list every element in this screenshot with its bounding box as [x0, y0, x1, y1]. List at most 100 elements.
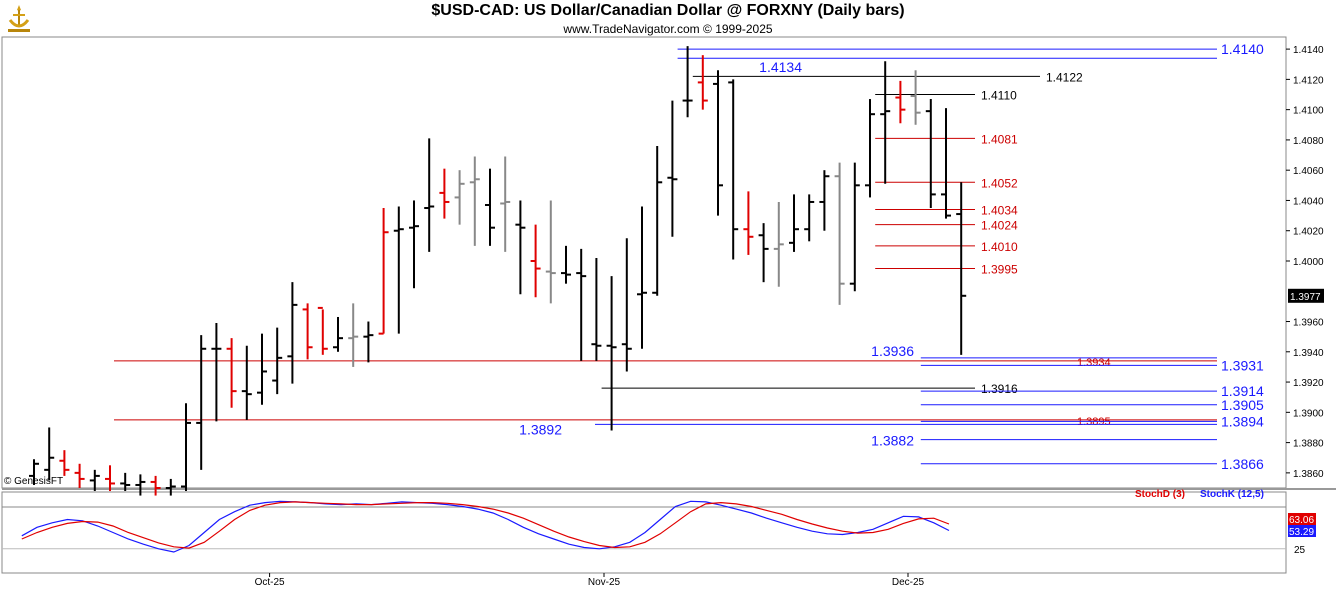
- trade-navigator-logo-icon: [4, 2, 34, 34]
- level-label: 1.4110: [981, 89, 1017, 103]
- level-label: 1.3892: [519, 421, 562, 437]
- ohlc-bar: [865, 99, 875, 198]
- last-price-tag: [1288, 288, 1324, 303]
- ohlc-bar: [378, 208, 389, 335]
- legend-stochd: StochD (3): [1135, 489, 1185, 500]
- level-label: 1.3905: [1221, 397, 1264, 413]
- stoch-line: [21, 501, 950, 549]
- level-label: 1.3894: [1221, 413, 1264, 429]
- ohlc-bars: [29, 46, 967, 496]
- ohlc-bar: [956, 182, 967, 355]
- level-label: 1.3882: [871, 433, 914, 449]
- ohlc-bar: [758, 223, 769, 283]
- ohlc-bar: [469, 156, 480, 246]
- ohlc-bar: [135, 474, 146, 496]
- level-label: 1.4034: [981, 204, 1018, 218]
- ohlc-bar: [880, 61, 891, 184]
- watermark: © GenesisFT: [4, 476, 63, 487]
- y-tick-label: 1.3880: [1293, 439, 1324, 450]
- ohlc-bar: [181, 403, 191, 492]
- ohlc-bar: [500, 156, 511, 252]
- ohlc-bar: [257, 333, 267, 405]
- ohlc-bar: [241, 345, 252, 420]
- chart-subtitle: www.TradeNavigator.com © 1999-2025: [563, 22, 773, 36]
- stoch-value-label: 53.29: [1289, 527, 1314, 538]
- ohlc-bar: [637, 206, 647, 349]
- ohlc-bar: [165, 478, 176, 496]
- level-label: 1.3934: [1077, 357, 1111, 369]
- ohlc-bar: [150, 475, 161, 496]
- ohlc-bar: [606, 276, 617, 431]
- stoch-line: [21, 500, 950, 553]
- ohlc-bar: [44, 427, 55, 481]
- ohlc-bar: [348, 303, 359, 367]
- ohlc-bar: [834, 162, 845, 305]
- last-price-label: 1.3977: [1290, 292, 1321, 303]
- level-label: 1.4024: [981, 219, 1018, 233]
- chart-header: $USD-CAD: US Dollar/Canadian Dollar @ FO…: [0, 0, 1336, 37]
- stoch-tick-label: 25: [1294, 545, 1306, 556]
- y-tick-label: 1.4120: [1293, 75, 1324, 86]
- level-label: 1.4134: [759, 59, 802, 75]
- level-label: 1.4122: [1046, 70, 1083, 84]
- ohlc-bar: [697, 55, 708, 110]
- ohlc-bar: [226, 338, 237, 408]
- level-label: 1.4140: [1221, 41, 1264, 57]
- ohlc-bar: [89, 469, 100, 492]
- y-tick-label: 1.3940: [1293, 348, 1324, 359]
- level-label: 1.3936: [871, 343, 914, 359]
- ohlc-bar: [621, 238, 632, 372]
- ohlc-bar: [743, 191, 754, 255]
- y-tick-label: 1.4080: [1293, 136, 1324, 147]
- ohlc-bar: [409, 200, 419, 289]
- level-label: 1.4081: [981, 132, 1018, 146]
- ohlc-bar: [925, 99, 936, 209]
- ohlc-bar: [667, 100, 678, 237]
- y-tick-label: 1.4000: [1293, 257, 1324, 268]
- ohlc-bar: [545, 200, 556, 304]
- y-tick-label: 1.4060: [1293, 166, 1324, 177]
- ohlc-bar: [74, 463, 85, 488]
- level-label: 1.4010: [981, 240, 1018, 254]
- ohlc-bar: [211, 323, 222, 422]
- level-label: 1.4052: [981, 176, 1018, 190]
- level-label: 1.3995: [981, 263, 1018, 277]
- ohlc-bar: [317, 306, 328, 355]
- ohlc-bar: [773, 201, 784, 287]
- y-tick-label: 1.4040: [1293, 196, 1324, 207]
- date-axis: Oct-25 Nov-25 Dec-25: [255, 573, 925, 588]
- ohlc-bar: [302, 303, 313, 360]
- ohlc-bar: [287, 282, 298, 384]
- ohlc-bar: [515, 200, 526, 295]
- y-tick-label: 1.3860: [1293, 469, 1324, 480]
- stoch-value-label: 63.06: [1289, 515, 1314, 526]
- ohlc-bar: [713, 70, 723, 216]
- level-lines: 1.4140 1.4134 1.4122 1.4110 1.4081 1.4052 1.40…: [114, 41, 1264, 472]
- ohlc-bar: [424, 138, 435, 252]
- ohlc-bar: [591, 257, 602, 361]
- y-tick-label: 1.3960: [1293, 318, 1324, 329]
- y-tick-label: 1.4100: [1293, 106, 1324, 117]
- ohlc-bar: [804, 194, 815, 242]
- level-label: 1.3931: [1221, 357, 1264, 373]
- ohlc-bar: [530, 224, 541, 298]
- ohlc-bar: [576, 248, 587, 361]
- ohlc-bar: [910, 70, 921, 125]
- level-label: 1.3866: [1221, 456, 1264, 472]
- ohlc-bar: [393, 206, 404, 334]
- level-label: 1.3916: [981, 382, 1018, 396]
- ohlc-bar: [196, 335, 207, 470]
- legend-stochk: StochK (12,5): [1200, 489, 1264, 500]
- ohlc-bar: [819, 170, 830, 231]
- ohlc-bar: [333, 316, 343, 352]
- ohlc-bar: [849, 162, 860, 292]
- ohlc-bar: [561, 245, 571, 284]
- ohlc-bar: [439, 168, 450, 219]
- ohlc-bar: [941, 108, 951, 219]
- x-tick-label: Dec-25: [892, 577, 925, 588]
- ohlc-bar: [682, 46, 693, 118]
- y-tick-label: 1.3920: [1293, 378, 1324, 389]
- ohlc-bar: [728, 79, 739, 260]
- price-axis[interactable]: 1.4140 1.4120 1.4100 1.4080 1.4060 1.4040 1.40…: [1286, 45, 1324, 480]
